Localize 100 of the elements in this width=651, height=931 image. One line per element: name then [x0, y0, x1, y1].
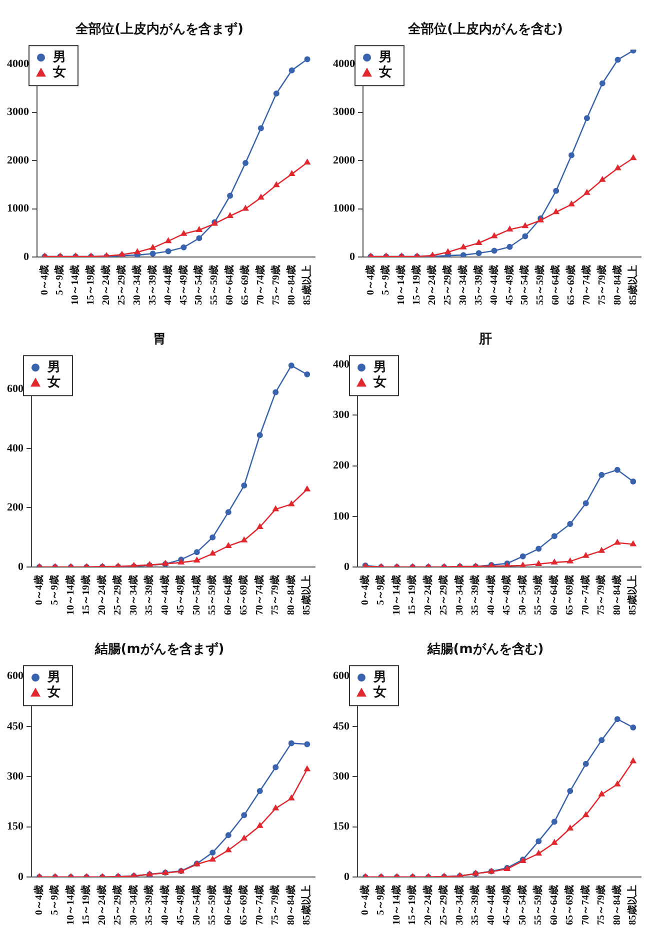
y-tick-label: 600 — [7, 670, 24, 682]
x-tick-label: 25～29歳 — [112, 575, 124, 615]
point — [536, 546, 542, 552]
x-tick-label: 75～79歳 — [595, 885, 608, 925]
x-tick-label: 80～84歳 — [284, 885, 297, 925]
legend-label: 男 — [372, 670, 386, 685]
x-tick-label: 60～64歳 — [222, 885, 234, 925]
x-tick-label: 85歳以上 — [626, 885, 639, 925]
point — [519, 561, 526, 567]
x-tick-label: 80～84歳 — [611, 265, 624, 305]
point — [614, 716, 620, 722]
x-tick-label: 5～9歳 — [54, 265, 66, 295]
point — [599, 80, 606, 86]
x-tick-label: 20～24歳 — [422, 885, 434, 925]
point — [258, 125, 264, 132]
x-tick-label: 30～34歳 — [127, 575, 140, 615]
y-tick-label: 450 — [333, 720, 350, 732]
point — [583, 188, 590, 195]
x-tick-label: 10～14歳 — [395, 265, 408, 305]
point — [164, 237, 172, 244]
x-tick-label: 25～29歳 — [438, 575, 450, 615]
x-tick-label: 10～14歳 — [64, 885, 76, 925]
y-tick-label: 2000 — [7, 154, 30, 166]
point — [149, 244, 156, 250]
legend-label: 女 — [52, 64, 66, 80]
point — [614, 466, 620, 473]
point — [553, 188, 560, 194]
point — [209, 856, 216, 862]
legend-label: 男 — [52, 50, 66, 65]
x-tick-label: 25～29歳 — [442, 265, 454, 305]
x-tick-label: 5～9歳 — [374, 575, 387, 605]
point — [196, 235, 202, 242]
y-tick-label: 3000 — [7, 106, 30, 118]
y-tick-label: 0 — [344, 560, 350, 573]
point — [582, 500, 589, 506]
point — [242, 204, 249, 211]
x-tick-label: 60～64歳 — [548, 885, 560, 925]
legend-label: 女 — [46, 374, 60, 390]
point — [240, 536, 248, 542]
point — [210, 850, 216, 856]
x-tick-label: 65～69歳 — [238, 885, 250, 925]
point — [598, 176, 606, 182]
y-tick-label: 450 — [7, 720, 24, 732]
point — [598, 472, 605, 478]
x-tick-label: 55～59歳 — [534, 265, 546, 305]
y-tick-label: 300 — [7, 770, 24, 782]
x-tick-label: 20～24歳 — [422, 575, 434, 615]
point — [566, 557, 574, 564]
point — [550, 838, 558, 845]
x-tick-label: 20～24歳 — [100, 265, 112, 305]
legend-label: 女 — [378, 64, 392, 80]
point — [614, 164, 622, 170]
x-tick-label: 80～84歳 — [284, 575, 297, 615]
x-tick-label: 65～69歳 — [565, 265, 578, 305]
x-tick-label: 5～9歳 — [374, 885, 387, 915]
x-tick-label: 80～84歳 — [610, 885, 623, 925]
point — [194, 549, 200, 556]
y-tick-label: 150 — [333, 820, 350, 833]
x-tick-label: 55～59歳 — [206, 885, 218, 925]
legend-label: 男 — [372, 360, 386, 375]
point — [134, 248, 141, 254]
x-tick-label: 70～74歳 — [254, 265, 267, 305]
x-tick-label: 50～54歳 — [518, 265, 531, 305]
x-tick-label: 5～9歳 — [48, 575, 61, 605]
point — [475, 239, 482, 246]
x-tick-label: 10～14歳 — [64, 575, 76, 615]
point — [304, 485, 311, 492]
point — [506, 226, 514, 232]
x-tick-label: 0～4歳 — [364, 265, 376, 295]
y-tick-label: 100 — [333, 510, 350, 522]
point — [241, 482, 248, 489]
point — [224, 542, 232, 548]
point — [242, 160, 248, 166]
y-tick-label: 300 — [333, 770, 350, 782]
x-tick-label: 15～19歳 — [406, 885, 418, 925]
x-tick-label: 80～84歳 — [610, 575, 623, 615]
legend-label: 女 — [372, 374, 386, 390]
x-tick-label: 0～4歳 — [358, 575, 371, 605]
legend-label: 女 — [372, 684, 386, 700]
point — [567, 788, 574, 794]
x-tick-label: 10～14歳 — [390, 575, 402, 615]
point — [304, 158, 311, 164]
legend-label: 男 — [378, 50, 392, 65]
point — [630, 540, 637, 546]
point — [582, 552, 590, 558]
point — [630, 757, 637, 764]
x-tick-label: 35～39歳 — [472, 265, 484, 305]
x-tick-label: 65～69歳 — [564, 885, 576, 925]
x-tick-label: 30～34歳 — [453, 885, 466, 925]
point — [225, 832, 232, 838]
point — [598, 790, 606, 796]
point — [304, 765, 311, 772]
chart-title: 全部位(上皮内がんを含まず) — [74, 21, 244, 38]
point — [227, 192, 234, 199]
y-tick-label: 0 — [18, 870, 24, 883]
x-tick-label: 40～44歳 — [162, 265, 174, 305]
x-tick-label: 15～19歳 — [84, 265, 97, 305]
point — [241, 812, 248, 818]
point — [304, 741, 310, 748]
point — [272, 181, 280, 188]
